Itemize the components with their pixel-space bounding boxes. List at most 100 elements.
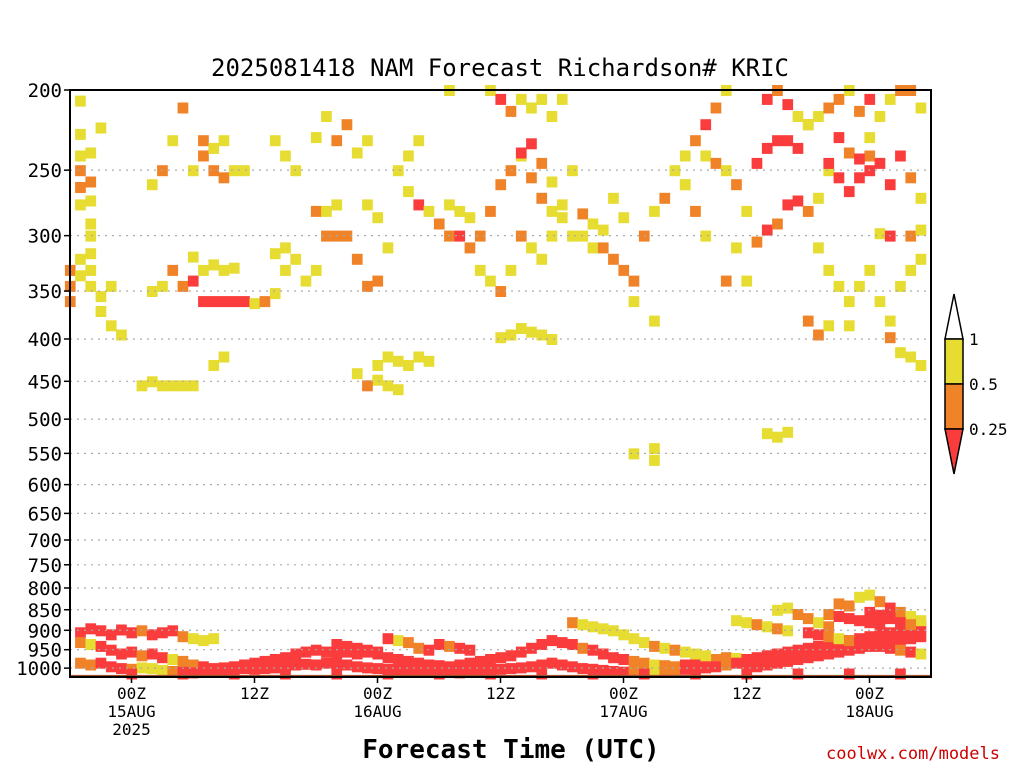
data-cell — [187, 659, 199, 671]
data-cell — [362, 280, 373, 292]
data-cell — [864, 617, 876, 629]
data-cell — [167, 654, 179, 665]
data-cell — [392, 355, 404, 367]
data-cell — [618, 666, 630, 678]
data-cell — [228, 296, 240, 308]
y-tick-label-900: 900 — [28, 620, 62, 642]
data-cell — [659, 660, 671, 672]
data-cell — [485, 205, 496, 217]
data-cell — [269, 662, 281, 674]
data-cell — [208, 165, 220, 177]
data-cell — [85, 639, 97, 650]
data-cell — [341, 646, 353, 658]
y-tick-label-450: 450 — [28, 371, 62, 393]
data-cell — [85, 623, 97, 635]
data-cell — [915, 192, 927, 204]
data-cell — [669, 664, 681, 676]
y-tick-label-650: 650 — [28, 503, 62, 525]
data-cell — [782, 602, 794, 614]
legend-label-2: 0.25 — [969, 420, 1008, 439]
data-cell — [874, 640, 886, 652]
data-cell — [823, 639, 835, 650]
data-cell — [567, 661, 578, 673]
chart-title: 2025081418 NAM Forecast Richardson# KRIC — [211, 54, 789, 82]
data-cell — [423, 659, 435, 671]
data-cell — [321, 657, 332, 669]
data-cell — [75, 150, 86, 162]
y-tick-label-800: 800 — [28, 578, 62, 600]
x-tick-label-2-0: 00Z — [363, 684, 392, 703]
y-tick-label-550: 550 — [28, 443, 62, 465]
data-cell — [772, 218, 783, 230]
data-cell — [198, 135, 209, 147]
data-cell — [690, 668, 701, 680]
data-cell — [95, 625, 107, 637]
data-cell — [854, 615, 865, 627]
x-tick-label-2-1: 16AUG — [353, 702, 401, 721]
data-cell — [792, 609, 804, 620]
data-cell — [218, 172, 230, 184]
data-cell — [741, 659, 753, 671]
data-cell — [833, 633, 845, 645]
data-cell — [751, 661, 763, 673]
data-cell — [690, 648, 701, 660]
data-cell — [474, 230, 486, 242]
data-cell — [505, 329, 517, 341]
data-cell — [649, 666, 660, 678]
data-cell — [597, 623, 609, 635]
data-cell — [536, 253, 548, 265]
data-cell — [382, 652, 394, 664]
data-cell — [362, 380, 373, 392]
y-tick-label-350: 350 — [28, 281, 62, 303]
data-cell — [782, 135, 794, 147]
data-cell — [95, 291, 107, 303]
data-cell — [423, 355, 435, 367]
data-cell — [454, 667, 466, 679]
data-cell — [454, 230, 466, 242]
data-cell — [474, 666, 486, 677]
data-cell — [874, 629, 886, 641]
data-cell — [95, 640, 107, 652]
data-cell — [833, 646, 845, 658]
data-cell — [813, 111, 824, 122]
data-cell — [382, 668, 394, 680]
legend-swatch-2 — [944, 428, 964, 475]
data-cell — [700, 662, 712, 674]
data-cells — [64, 85, 931, 680]
data-cell — [864, 606, 876, 618]
data-cell — [85, 176, 97, 188]
data-cell — [105, 629, 117, 641]
data-cell — [813, 640, 824, 652]
data-cell — [351, 648, 363, 660]
data-cell — [526, 172, 537, 184]
credit-link[interactable]: coolwx.com/models — [826, 744, 1000, 764]
data-cell — [628, 633, 640, 645]
data-cell — [372, 374, 384, 386]
data-cell — [618, 654, 630, 665]
data-cell — [321, 230, 332, 242]
data-cell — [536, 329, 548, 341]
data-cell — [915, 621, 927, 633]
data-cell — [700, 650, 712, 662]
data-cell — [884, 93, 896, 105]
data-cell — [526, 138, 537, 150]
y-tick-label-500: 500 — [28, 409, 62, 431]
data-cell — [464, 657, 476, 669]
data-cell — [454, 659, 466, 671]
data-cell — [895, 280, 906, 292]
data-cell — [515, 662, 527, 674]
data-cell — [649, 205, 660, 217]
data-cell — [85, 248, 97, 260]
data-cell — [690, 135, 701, 147]
data-cell — [228, 668, 240, 680]
data-cell — [813, 329, 824, 341]
data-cell — [392, 165, 404, 177]
y-tick-label-200: 200 — [28, 80, 62, 102]
data-cell — [95, 306, 107, 317]
data-cell — [218, 351, 230, 363]
data-cell — [187, 380, 199, 392]
data-cell — [536, 157, 548, 169]
data-cell — [495, 332, 507, 344]
data-cell — [341, 230, 353, 242]
